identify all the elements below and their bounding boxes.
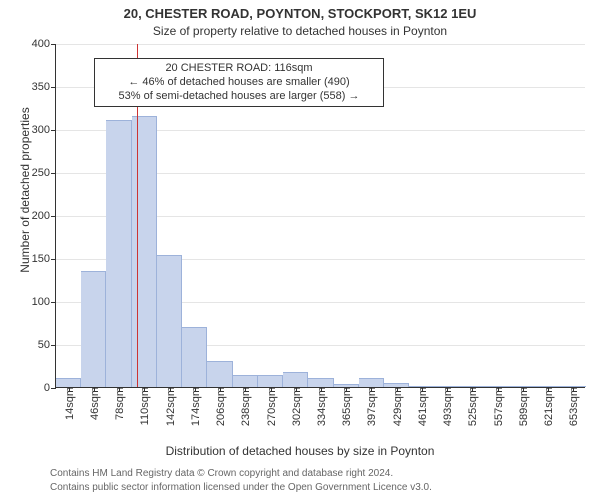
x-tick-label: 557sqm [491, 387, 505, 426]
y-tick-label: 350 [32, 81, 56, 93]
x-tick-label: 461sqm [415, 387, 429, 426]
annotation-line-2: ← 46% of detached houses are smaller (49… [101, 76, 377, 90]
y-axis-label: Number of detached properties [18, 40, 32, 340]
x-tick-label: 493sqm [440, 387, 454, 426]
histogram-bar [283, 372, 308, 387]
x-tick-label: 525sqm [465, 387, 479, 426]
x-tick-label: 206sqm [213, 387, 227, 426]
y-tick-label: 0 [44, 382, 56, 394]
x-tick-label: 238sqm [238, 387, 252, 426]
histogram-bar [132, 116, 157, 387]
x-tick-label: 142sqm [163, 387, 177, 426]
histogram-bar [308, 378, 333, 387]
y-tick-label: 50 [38, 339, 56, 351]
chart-container: 20, CHESTER ROAD, POYNTON, STOCKPORT, SK… [0, 0, 600, 500]
x-tick-label: 78sqm [112, 387, 126, 420]
x-tick-label: 46sqm [87, 387, 101, 420]
x-tick-label: 270sqm [264, 387, 278, 426]
chart-title: 20, CHESTER ROAD, POYNTON, STOCKPORT, SK… [0, 6, 600, 21]
x-tick-label: 397sqm [364, 387, 378, 426]
x-tick-label: 110sqm [137, 387, 151, 425]
y-tick-label: 100 [32, 296, 56, 308]
footnote-2: Contains public sector information licen… [50, 482, 432, 493]
annotation-line-3: 53% of semi-detached houses are larger (… [101, 90, 377, 104]
histogram-bar [233, 375, 258, 387]
y-tick-label: 200 [32, 210, 56, 222]
y-tick-label: 300 [32, 124, 56, 136]
histogram-bar [207, 361, 232, 387]
x-tick-label: 621sqm [541, 387, 555, 426]
annotation-box: 20 CHESTER ROAD: 116sqm ← 46% of detache… [94, 58, 384, 107]
histogram-bar [81, 271, 106, 387]
histogram-bar [56, 378, 81, 387]
x-tick-label: 365sqm [339, 387, 353, 426]
y-tick-label: 150 [32, 253, 56, 265]
x-tick-label: 429sqm [390, 387, 404, 426]
x-tick-label: 334sqm [314, 387, 328, 426]
grid-line [56, 44, 585, 45]
footnote-1: Contains HM Land Registry data © Crown c… [50, 468, 393, 479]
x-tick-label: 14sqm [62, 387, 76, 420]
x-tick-label: 302sqm [289, 387, 303, 426]
y-tick-label: 400 [32, 38, 56, 50]
annotation-line-1: 20 CHESTER ROAD: 116sqm [101, 62, 377, 76]
x-tick-label: 174sqm [188, 387, 202, 426]
x-axis-label: Distribution of detached houses by size … [0, 444, 600, 458]
histogram-bar [182, 327, 207, 387]
x-tick-label: 589sqm [516, 387, 530, 426]
y-tick-label: 250 [32, 167, 56, 179]
histogram-bar [359, 378, 384, 387]
histogram-bar [157, 255, 182, 387]
histogram-bar [258, 375, 283, 387]
chart-subtitle: Size of property relative to detached ho… [0, 24, 600, 38]
x-tick-label: 653sqm [566, 387, 580, 426]
plot-area: 05010015020025030035040014sqm46sqm78sqm1… [55, 44, 585, 388]
histogram-bar [106, 120, 131, 387]
